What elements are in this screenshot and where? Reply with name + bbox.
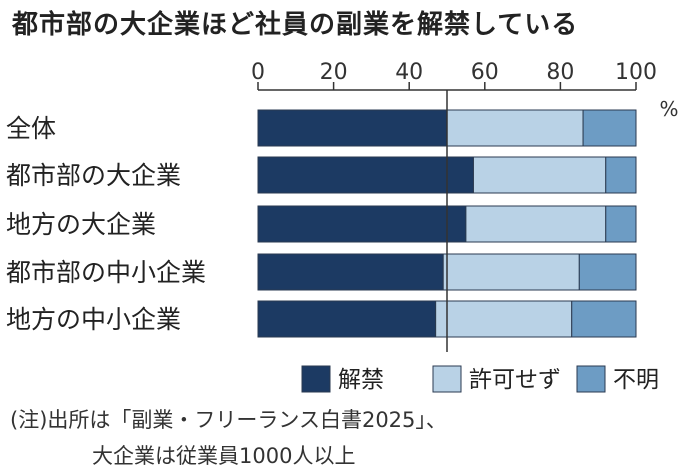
x-tick-label: 20 (320, 60, 348, 85)
bar-segment (605, 205, 637, 243)
category-label: 地方の中小企業 (6, 305, 181, 334)
bar-segment (582, 109, 637, 147)
bar-segment (257, 253, 444, 291)
category-label: 都市部の中小企業 (6, 258, 206, 287)
category-label: 全体 (6, 114, 56, 143)
bar-segment (605, 156, 637, 194)
legend-label: 許可せず (469, 367, 561, 393)
legend-swatch (301, 365, 331, 393)
bar-segment (571, 300, 637, 338)
x-tick-label: 60 (471, 60, 499, 85)
bar-segment (257, 156, 474, 194)
x-tick-label: 0 (251, 60, 265, 85)
x-tick-label: 100 (615, 60, 657, 85)
bar-segment (435, 300, 573, 338)
bar-segment (257, 205, 467, 243)
category-label: 都市部の大企業 (6, 161, 181, 190)
chart-title: 都市部の大企業ほど社員の副業を解禁している (12, 10, 579, 40)
unit-label: % (659, 97, 678, 121)
legend-swatch (432, 365, 462, 393)
x-tick-label: 80 (546, 60, 574, 85)
bar-segment (257, 300, 437, 338)
legend-label: 解禁 (338, 367, 384, 393)
note-line-2: 大企業は従業員1000人以上 (92, 444, 356, 468)
bar-segment (465, 205, 607, 243)
bar-segment (578, 253, 637, 291)
legend-label: 不明 (613, 367, 659, 393)
bar-segment (472, 156, 607, 194)
legend-swatch (576, 365, 606, 393)
category-label: 地方の大企業 (6, 210, 156, 239)
bar-segment (257, 109, 448, 147)
note-line-1: (注)出所は「副業・フリーランス白書2025」、 (10, 408, 447, 432)
bar-segment (442, 253, 580, 291)
x-tick-label: 40 (395, 60, 423, 85)
bar-segment (446, 109, 584, 147)
